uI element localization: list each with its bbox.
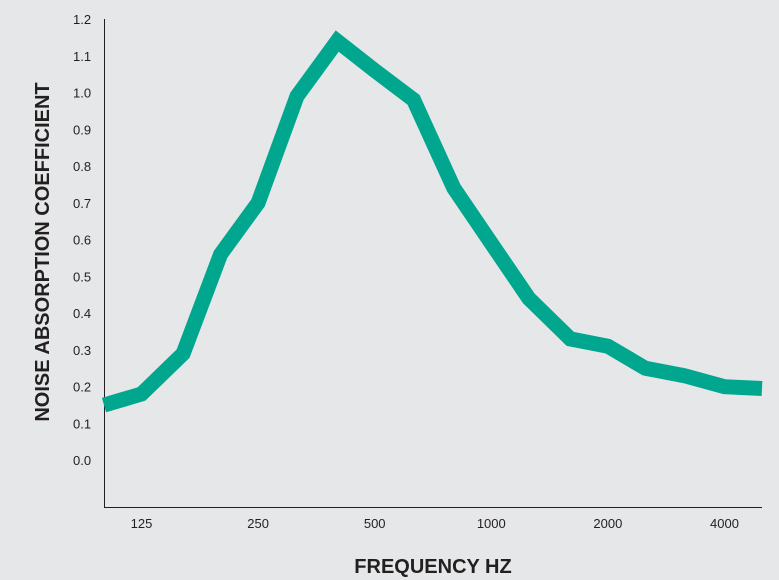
y-tick-label: 0.0	[73, 453, 91, 468]
x-tick-label: 250	[247, 516, 269, 531]
y-tick-label: 0.3	[73, 343, 91, 358]
x-tick-label: 500	[364, 516, 386, 531]
x-tick-label: 1000	[477, 516, 506, 531]
x-tick-labels: 125 250 500 1000 2000 4000	[131, 516, 739, 531]
y-tick-label: 0.5	[73, 269, 91, 284]
x-tick-label: 4000	[710, 516, 739, 531]
x-tick-label: 125	[131, 516, 153, 531]
y-tick-label: 0.8	[73, 159, 91, 174]
y-axis: 0.0 0.1 0.2 0.3 0.4 0.5 0.6 0.7 0.8 0.9 1.0 1.1 1.2	[73, 12, 105, 507]
y-tick-label: 0.9	[73, 122, 91, 137]
y-tick-label: 0.6	[73, 233, 91, 248]
x-axis-title: FREQUENCY HZ	[354, 556, 511, 578]
series-layer	[101, 30, 763, 413]
x-axis: 125 250 500 1000 2000 4000	[104, 507, 762, 531]
y-tick-label: 0.2	[73, 380, 91, 395]
x-tick-label: 2000	[593, 516, 622, 531]
y-axis-title: NOISE ABSORPTION COEFFICIENT	[32, 82, 54, 421]
y-tick-label: 1.2	[73, 12, 91, 27]
y-tick-label: 0.4	[73, 306, 91, 321]
y-tick-label: 1.1	[73, 49, 91, 64]
y-tick-label: 1.0	[73, 86, 91, 101]
y-tick-label: 0.1	[73, 416, 91, 431]
series-line	[101, 30, 763, 413]
y-tick-labels: 0.0 0.1 0.2 0.3 0.4 0.5 0.6 0.7 0.8 0.9 1.0 1.1 1.2	[73, 12, 91, 468]
y-tick-label: 0.7	[73, 196, 91, 211]
